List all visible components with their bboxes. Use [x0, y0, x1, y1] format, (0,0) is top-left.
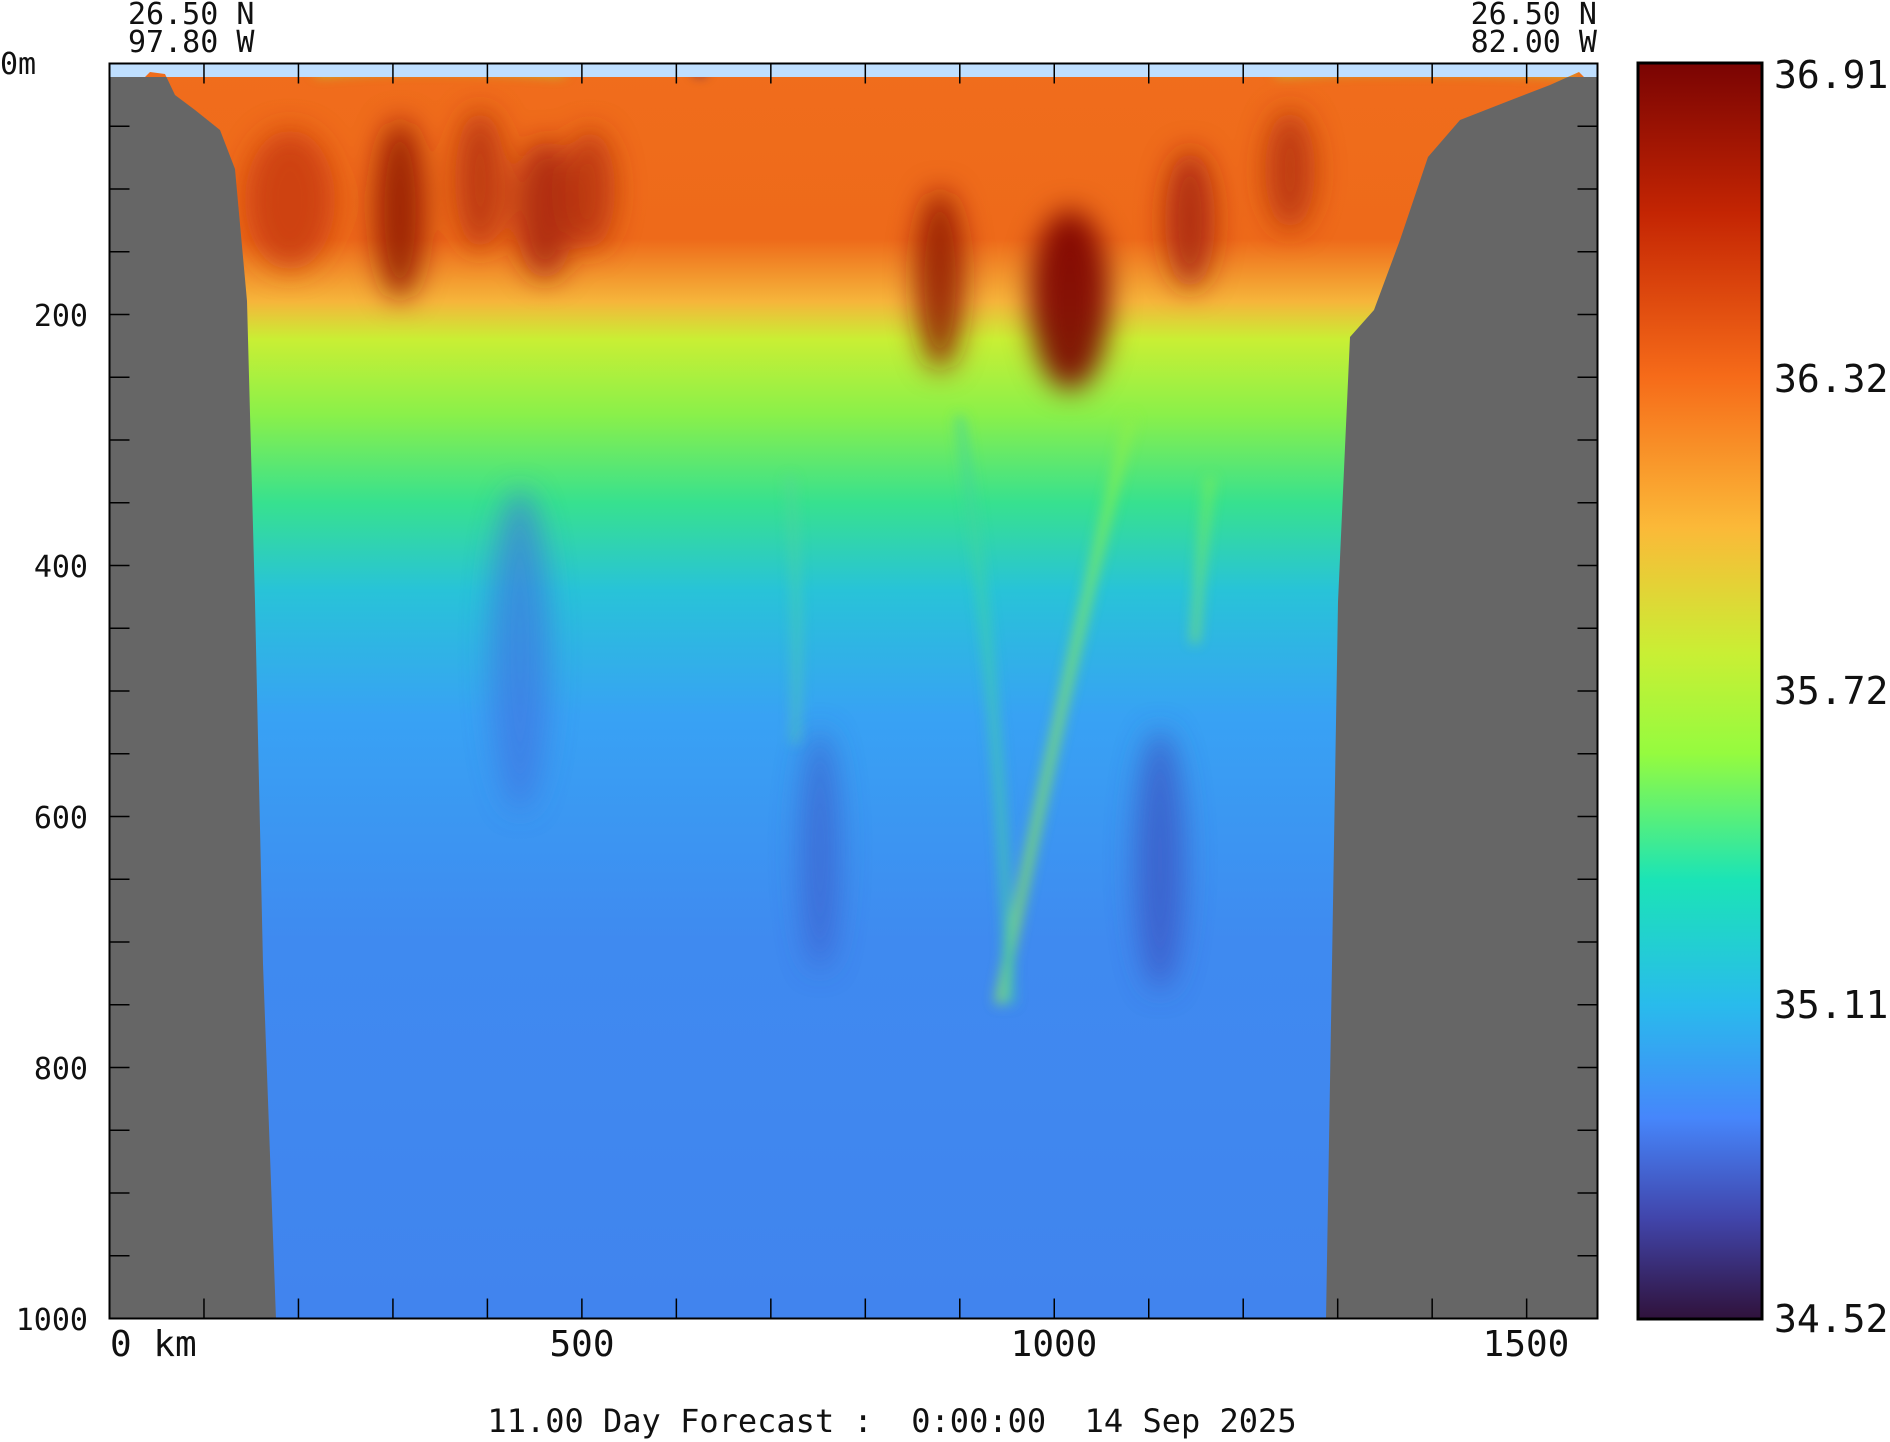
- colorbar: [1636, 61, 1764, 1321]
- y-tick-label: 1000: [16, 1303, 88, 1338]
- y-tick-labels: 0m 200 400 600 800 1000: [0, 47, 88, 1338]
- end-lon-label: 82.00 W: [1471, 25, 1598, 60]
- colorbar-label: 35.72: [1774, 669, 1888, 713]
- x-tick-label: 500: [549, 1324, 614, 1365]
- surface-missing-band: [109, 63, 1598, 77]
- y-tick-label: 0m: [0, 47, 36, 82]
- y-tick-label: 800: [34, 1052, 88, 1087]
- y-tick-label: 400: [34, 550, 88, 585]
- colorbar-label: 36.32: [1774, 357, 1888, 401]
- chart-title: 11.00 Day Forecast : 0:00:00 14 Sep 2025: [487, 1402, 1296, 1440]
- x-tick-labels: 0 km 500 1000 1500: [110, 1324, 1569, 1365]
- x-tick-label: 0 km: [110, 1324, 197, 1365]
- start-lon-label: 97.80 W: [128, 25, 255, 60]
- colorbar-label: 36.91: [1774, 53, 1888, 97]
- end-lat-label: 26.50 N: [1471, 0, 1597, 32]
- x-tick-label: 1500: [1483, 1324, 1570, 1365]
- colorbar-label: 34.52: [1774, 1297, 1888, 1341]
- salinity-features: [245, 72, 1575, 1005]
- start-lat-label: 26.50 N: [128, 0, 254, 32]
- colorbar-labels: 36.91 36.32 35.72 35.11 34.52: [1774, 53, 1888, 1341]
- water-section: [145, 72, 1584, 1319]
- y-tick-label: 200: [34, 299, 88, 334]
- colorbar-label: 35.11: [1774, 983, 1888, 1027]
- y-tick-label: 600: [34, 801, 88, 836]
- axis-ticks: [109, 63, 1598, 1319]
- x-tick-label: 1000: [1011, 1324, 1098, 1365]
